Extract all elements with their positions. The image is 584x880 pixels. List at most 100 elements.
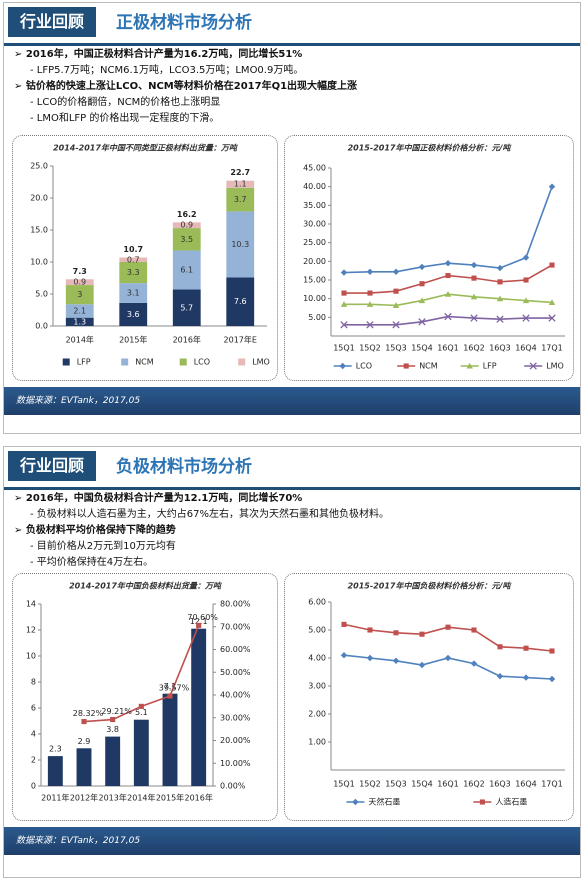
marker	[444, 260, 452, 267]
x-tick-label: 2015年	[156, 793, 184, 803]
x-tick-label: 16Q1	[437, 344, 459, 353]
data-label: 0.9	[180, 221, 193, 230]
y-tick-label: 25.00	[303, 238, 326, 247]
y-tick-label: 20.00	[303, 257, 326, 266]
chart-box: 2014-2017年中国不同类型正极材料出货量：万吨 0.0 5.0 10.0 15.0…	[12, 135, 278, 381]
header: 行业回顾 正极材料市场分析	[4, 3, 580, 46]
x-tick-label: 16Q3	[489, 780, 511, 789]
y-tick-label: 20.0	[30, 194, 48, 203]
chart-box: 2015-2017年中国负极材料价格分析：元/吨 1.00 2.00 3.00 4.00…	[284, 573, 574, 821]
y2-tick-label: 20.00%	[220, 736, 251, 745]
y-tick-label: 5.0	[35, 290, 48, 299]
marker	[529, 362, 537, 370]
marker	[496, 264, 504, 272]
marker	[392, 268, 400, 275]
marker	[470, 293, 478, 300]
y-tick-label: 35.00	[303, 201, 326, 210]
data-label: 29.21%	[101, 707, 132, 716]
y-tick-label: 10	[26, 652, 36, 661]
x-tick-label: 15Q1	[333, 344, 355, 353]
marker	[445, 272, 451, 279]
marker	[548, 183, 556, 190]
bullet: 2016年，中国正极材料合计产量为16.2万吨，同比增长51%	[14, 47, 574, 63]
marker	[523, 277, 529, 283]
data-label: 12.1	[190, 617, 208, 626]
line	[344, 264, 553, 294]
marker	[419, 281, 425, 287]
bullet: 负极材料平均价格保持下降的趋势	[14, 523, 574, 539]
x-tick-label: 2013年	[98, 793, 126, 803]
marker	[196, 622, 202, 628]
data-label: 3.8	[106, 725, 119, 734]
marker	[418, 297, 426, 304]
bullet: 钴价格的快速上涨让LCO、NCM等材料价格在2017年Q1出现大幅度上涨	[14, 79, 574, 95]
y-tick-label: 15.00	[303, 276, 326, 285]
marker	[393, 288, 399, 294]
marker	[167, 693, 173, 699]
data-label: 28.32%	[73, 709, 104, 718]
data-label: 2.3	[49, 745, 62, 754]
x-tick-label: 2014年	[127, 793, 155, 803]
marker	[392, 302, 400, 308]
legend-label: NCM	[135, 358, 154, 367]
marker	[340, 652, 348, 659]
data-label: 5.7	[180, 303, 193, 312]
legend-label: LFP	[483, 362, 497, 371]
bar-segment	[172, 228, 201, 251]
legend-label: LCO	[194, 358, 210, 367]
slide: 行业回顾 正极材料市场分析 2016年，中国正极材料合计产量为16.2万吨，同比…	[3, 2, 581, 434]
total-label: 10.7	[123, 245, 143, 254]
x-tick-label: 2016年	[173, 335, 201, 345]
y-tick-label: 12	[26, 626, 36, 635]
marker	[110, 716, 116, 723]
x-tick-label: 2014年	[66, 335, 94, 345]
y2-tick-label: 60.00%	[220, 645, 251, 654]
y-tick-label: 0.0	[35, 322, 48, 331]
x-tick-label: 2012年	[70, 793, 98, 803]
marker	[497, 279, 503, 285]
data-label: 3.3	[127, 268, 140, 277]
y2-tick-label: 40.00%	[220, 691, 251, 700]
slide: 行业回顾 负极材料市场分析 2016年，中国负极材料合计产量为12.1万吨，同比…	[3, 446, 581, 878]
total-label: 22.7	[230, 168, 250, 177]
bar-segment	[65, 279, 94, 286]
bar-segment	[65, 317, 94, 326]
legend-label: 人造石墨	[495, 797, 527, 807]
line	[343, 186, 553, 274]
marker	[352, 798, 359, 806]
data-label: 5.1	[135, 708, 148, 717]
marker	[138, 703, 144, 709]
marker	[340, 321, 348, 329]
legend-swatch	[62, 358, 70, 366]
legend-label: LMO	[252, 358, 270, 367]
data-label: 7.1	[164, 682, 177, 691]
marker	[522, 297, 530, 304]
data-label: 0.9	[73, 278, 86, 287]
footer: 数据来源：EVTank，2017,05	[4, 387, 580, 415]
marker	[393, 630, 399, 636]
header: 行业回顾 负极材料市场分析	[4, 447, 580, 490]
y2-tick-label: 50.00%	[220, 668, 251, 677]
sub-bullet: - 平均价格保持在4万左右。	[30, 557, 154, 568]
x-tick-label: 16Q2	[463, 780, 485, 789]
y-tick-label: 10.00	[303, 294, 326, 303]
chart-box: 2014-2017年中国负极材料出货量：万吨 0 2 4 6 8 10 12 14 0.00% 10…	[12, 573, 278, 821]
y-tick-label: 4.00	[308, 654, 326, 663]
chart: 2014-2017年中国负极材料出货量：万吨 0 2 4 6 8 10 12 14 0.00% 10…	[26, 582, 251, 803]
y-tick-label: 10.0	[30, 258, 48, 267]
chart: 2015-2017年中国负极材料价格分析：元/吨 1.00 2.00 3.00 4.00…	[308, 582, 565, 807]
marker	[445, 624, 451, 630]
marker	[341, 621, 347, 627]
marker	[496, 673, 504, 680]
marker	[522, 254, 530, 261]
legend-swatch	[179, 358, 187, 366]
marker	[470, 660, 478, 667]
marker	[548, 314, 556, 322]
data-label: 2.1	[73, 306, 86, 315]
chart-title: 2014-2017年中国不同类型正极材料出货量：万吨	[53, 144, 239, 153]
y-tick-label: 40.00	[303, 182, 326, 191]
y-tick-label: 5.00	[308, 626, 326, 635]
chart-title: 2015-2017年中国正极材料价格分析：元/吨	[348, 144, 513, 153]
marker	[466, 362, 473, 369]
sub-bullet: - LCO的价格翻倍，NCM的价格也上涨明显	[30, 97, 221, 108]
